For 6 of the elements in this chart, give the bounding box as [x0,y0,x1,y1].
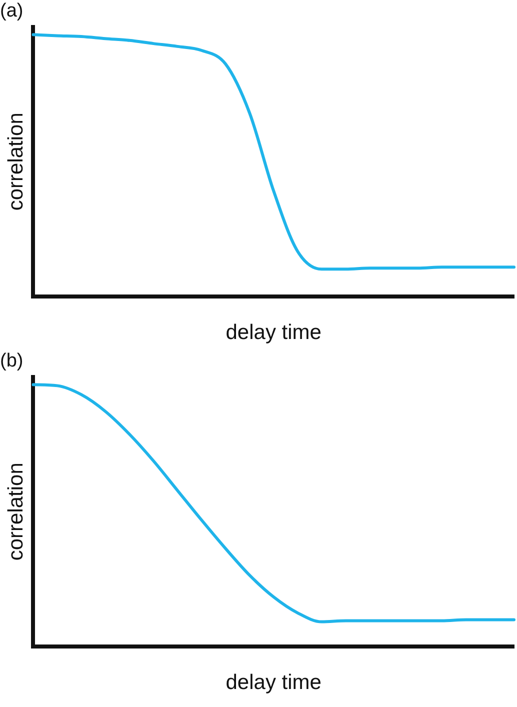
y-axis-title: correlation [4,462,28,561]
chart-title: (a) [0,0,24,22]
x-axis-title: delay time [226,671,322,694]
chart-title: (b) [0,350,24,372]
x-axis-title: delay time [226,321,322,344]
y-axis-title: correlation [4,112,28,211]
